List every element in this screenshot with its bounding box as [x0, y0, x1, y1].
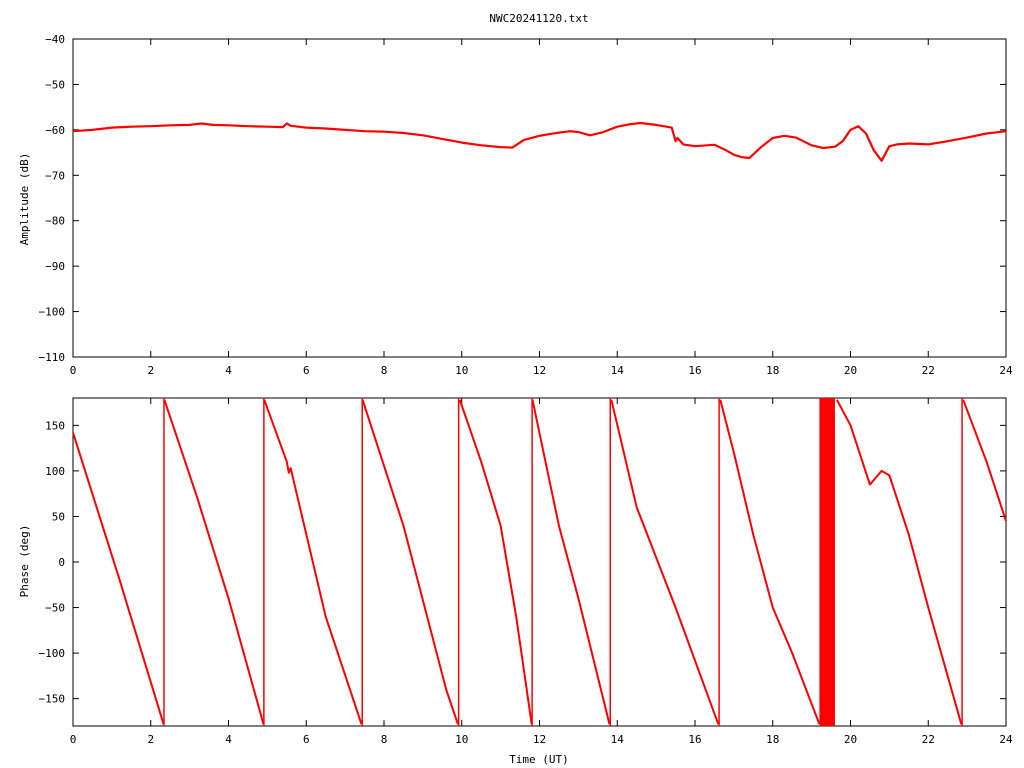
amplitude-x-tick-label: 10: [455, 364, 468, 377]
phase-x-tick-label: 0: [70, 733, 77, 746]
phase-series-line: [163, 399, 265, 725]
phase-x-tick-label: 16: [688, 733, 701, 746]
amplitude-x-tick-label: 12: [533, 364, 546, 377]
phase-series-line: [458, 399, 533, 725]
amplitude-x-tick-label: 6: [303, 364, 310, 377]
chart-title: NWC20241120.txt: [489, 12, 588, 25]
amplitude-axis-label: Amplitude (dB): [18, 153, 31, 246]
amplitude-x-tick-label: 4: [225, 364, 232, 377]
phase-series-line: [72, 432, 165, 725]
phase-y-tick-label: 0: [58, 556, 65, 569]
phase-plot-frame: [72, 397, 1007, 727]
phase-x-tick-label: 8: [381, 733, 388, 746]
time-axis-label: Time (UT): [509, 753, 569, 766]
phase-x-tick-label: 14: [611, 733, 625, 746]
phase-x-tick-label: 20: [844, 733, 857, 746]
amplitude-x-tick-label: 18: [766, 364, 779, 377]
amplitude-y-tick-label: −100: [39, 306, 66, 319]
amplitude-y-tick-label: −70: [45, 169, 65, 182]
phase-x-tick-label: 2: [147, 733, 154, 746]
amplitude-x-tick-label: 0: [70, 364, 77, 377]
amplitude-y-tick-label: −60: [45, 124, 65, 137]
amplitude-x-tick-label: 20: [844, 364, 857, 377]
phase-series-line: [610, 399, 720, 725]
phase-series-line: [263, 399, 363, 725]
amplitude-panel: 0 2 4 6 8 10 12 14 16 18 20 22 24−110−100−90−80−70−6…: [39, 33, 1013, 377]
phase-y-tick-label: −100: [39, 647, 66, 660]
amplitude-x-tick-label: 2: [147, 364, 154, 377]
phase-series-line: [719, 399, 821, 725]
phase-x-tick-label: 24: [999, 733, 1013, 746]
amplitude-plot-frame: [72, 38, 1007, 358]
amplitude-x-tick-label: 16: [688, 364, 701, 377]
phase-x-tick-label: 6: [303, 733, 310, 746]
amplitude-x-tick-label: 8: [381, 364, 388, 377]
phase-series-line: [361, 399, 459, 725]
phase-series-line: [531, 399, 611, 725]
amplitude-x-tick-label: 14: [611, 364, 625, 377]
amplitude-x-tick-label: 24: [999, 364, 1013, 377]
amplitude-y-tick-label: −80: [45, 215, 65, 228]
phase-x-tick-label: 22: [922, 733, 935, 746]
phase-series-line: [836, 399, 963, 725]
phase-y-tick-label: 150: [45, 419, 65, 432]
phase-y-tick-label: −150: [39, 693, 66, 706]
amplitude-series-line: [72, 121, 1007, 162]
phase-panel: 0 2 4 6 8 10 12 14 16 18 20 22 24−150−100−5005010015…: [39, 397, 1013, 746]
phase-x-tick-label: 10: [455, 733, 468, 746]
phase-series-line: [962, 399, 1007, 522]
phase-x-tick-label: 18: [766, 733, 779, 746]
phase-y-tick-label: 100: [45, 465, 65, 478]
amplitude-y-tick-label: −50: [45, 78, 65, 91]
amplitude-y-tick-label: −110: [39, 351, 66, 364]
amplitude-y-tick-label: −90: [45, 260, 65, 273]
phase-y-tick-label: 50: [52, 510, 65, 523]
phase-y-tick-label: −50: [45, 602, 65, 615]
phase-noise-band: [819, 398, 835, 726]
amplitude-y-tick-label: −40: [45, 33, 65, 46]
phase-axis-label: Phase (deg): [18, 525, 31, 598]
amplitude-x-tick-label: 22: [922, 364, 935, 377]
phase-x-tick-label: 12: [533, 733, 546, 746]
phase-x-tick-label: 4: [225, 733, 232, 746]
